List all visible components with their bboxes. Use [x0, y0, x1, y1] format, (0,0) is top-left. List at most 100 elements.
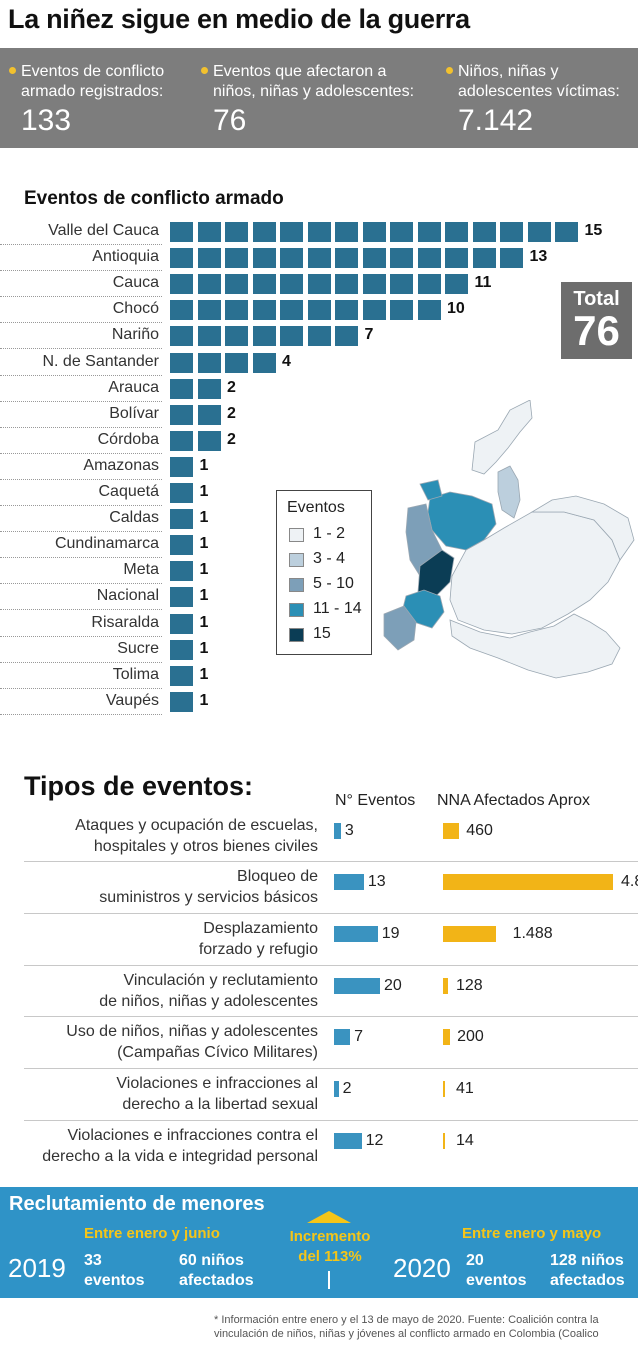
bar-unit [307, 248, 331, 268]
bar-value-label: 13 [529, 248, 548, 265]
bar-unit [170, 535, 193, 555]
map-legend: Eventos 1 - 2 3 - 4 5 - 10 11 - 14 15 [276, 490, 372, 655]
nna-bar [443, 926, 496, 942]
event-type-label-line: Ataques y ocupación de escuelas, [75, 817, 318, 834]
events-value-label: 13 [367, 873, 386, 890]
kids-2020: 128 niños afectados [550, 1252, 625, 1289]
event-type-label: Bloqueo de suministros y servicios básico… [0, 866, 318, 908]
bar-unit [197, 405, 221, 425]
row-guide [0, 714, 162, 715]
bar-value-label: 2 [227, 405, 236, 422]
events-value-label: 19 [381, 925, 400, 942]
bar-unit [307, 274, 331, 294]
nna-bar [443, 1133, 445, 1149]
event-type-label-line: (Campañas Cívico Militares) [117, 1044, 318, 1061]
bar-unit [252, 353, 276, 373]
row-guide [0, 401, 162, 402]
bar-category-label: Valle del Cauca [48, 222, 159, 239]
legend-swatch [289, 553, 304, 567]
stat-events-affecting: Eventos que afectaron a niños, niñas y a… [200, 62, 414, 138]
bar-unit [390, 222, 413, 242]
bar-unit [307, 222, 331, 242]
nna-value-label: 4.811 [621, 873, 638, 890]
bar-unit [170, 666, 193, 686]
bar-category-label: Nacional [96, 587, 159, 604]
stat-victims: Niños, niñas y adolescentes víctimas: 7.… [445, 62, 620, 138]
events-bar [334, 1029, 351, 1045]
event-type-label-line: Violaciones e infracciones contra el [67, 1127, 318, 1144]
bar-value-label: 1 [199, 483, 209, 500]
row-separator [24, 1068, 638, 1069]
row-separator [24, 913, 638, 914]
nna-bar [443, 874, 613, 890]
bar-unit [197, 379, 221, 399]
row-guide [0, 244, 162, 245]
bar-unit [170, 692, 193, 712]
footnote: * Información entre enero y el 13 de may… [214, 1314, 599, 1340]
bar-unit [170, 431, 193, 451]
bar-value-label: 1 [199, 457, 209, 474]
row-guide [0, 609, 162, 610]
chart-title-types: Tipos de eventos: [24, 771, 254, 801]
event-type-label-line: Desplazamiento [203, 920, 318, 937]
events-bar [334, 978, 380, 994]
bar-unit [280, 326, 303, 346]
bar-value-label: 4 [282, 353, 291, 370]
bar-unit [170, 561, 193, 581]
bar-unit [197, 300, 221, 320]
events-bar [334, 874, 364, 890]
bar-unit [280, 300, 303, 320]
row-guide [0, 479, 162, 480]
bar-value-label: 1 [199, 535, 209, 552]
map-region-north [471, 400, 533, 475]
bar-unit [170, 405, 193, 425]
row-guide [0, 557, 162, 558]
bar-unit [417, 300, 441, 320]
stat-value: 7.142 [458, 104, 534, 137]
bar-value-label: 11 [474, 274, 492, 291]
events-value-label: 7 [354, 1028, 363, 1045]
bar-value-label: 1 [199, 692, 209, 709]
bar-unit [362, 222, 386, 242]
bar-unit [307, 326, 331, 346]
bar-unit [170, 640, 193, 660]
bar-unit [417, 274, 441, 294]
bar-unit [225, 353, 248, 373]
bar-unit [280, 222, 303, 242]
events-value-label: 12 [365, 1132, 384, 1149]
bar-unit [390, 274, 413, 294]
nna-bar [443, 823, 460, 839]
bar-category-label: Antioquia [92, 248, 159, 265]
bar-value-label: 1 [199, 509, 209, 526]
event-type-label-line: Bloqueo de [237, 868, 318, 885]
bar-category-label: Risaralda [91, 614, 159, 631]
bar-category-label: Córdoba [97, 431, 159, 448]
bar-unit [390, 300, 413, 320]
row-guide [0, 427, 162, 428]
row-separator [24, 861, 638, 862]
bar-unit [335, 274, 358, 294]
nna-bar [443, 978, 448, 994]
bar-unit [170, 587, 193, 607]
bar-unit [197, 326, 221, 346]
bar-category-label: Cauca [112, 274, 159, 291]
event-type-label-line: Vinculación y reclutamiento [123, 972, 318, 989]
bar-value-label: 1 [199, 666, 209, 683]
bar-unit [445, 274, 468, 294]
bar-unit [472, 222, 496, 242]
events-2019: 33 eventos [84, 1252, 145, 1289]
nna-value-label: 460 [466, 822, 493, 839]
bar-category-label: Sucre [117, 640, 159, 657]
bar-category-label: Nariño [111, 326, 159, 343]
chart-title-events: Eventos de conflicto armado [24, 188, 284, 209]
row-guide [0, 453, 162, 454]
bar-value-label: 7 [364, 326, 374, 343]
row-guide [0, 270, 162, 271]
events-value-label: 3 [344, 822, 354, 839]
events-bar [334, 823, 341, 839]
bar-unit [362, 300, 386, 320]
bar-unit [170, 222, 193, 242]
event-type-label: Uso de niños, niñas y adolescentes (Campa… [0, 1021, 318, 1063]
events-value-label: 2 [342, 1080, 352, 1097]
nna-bar [443, 1029, 451, 1045]
